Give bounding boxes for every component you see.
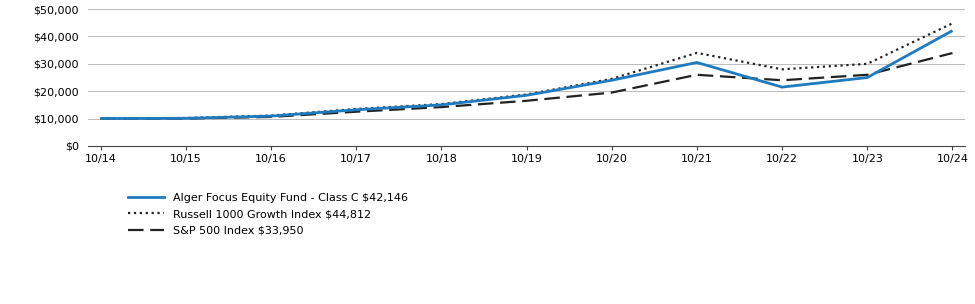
Legend: Alger Focus Equity Fund - Class C $42,146, Russell 1000 Growth Index $44,812, S&: Alger Focus Equity Fund - Class C $42,14… (129, 192, 408, 236)
